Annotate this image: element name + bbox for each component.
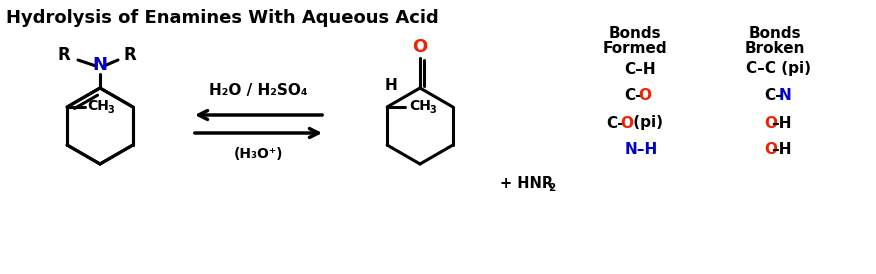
Text: (H₃O⁺): (H₃O⁺) xyxy=(234,147,283,161)
Text: (pi): (pi) xyxy=(628,116,663,130)
Text: N: N xyxy=(93,56,108,74)
Text: C–: C– xyxy=(625,89,643,104)
Text: O: O xyxy=(764,116,777,130)
Text: C–H: C–H xyxy=(625,61,656,76)
Text: C–: C– xyxy=(606,116,625,130)
Text: Bonds: Bonds xyxy=(609,26,661,41)
Text: 2: 2 xyxy=(548,183,555,193)
Text: O: O xyxy=(413,38,427,56)
Text: –H: –H xyxy=(772,116,792,130)
Text: R: R xyxy=(58,46,70,64)
Text: Hydrolysis of Enamines With Aqueous Acid: Hydrolysis of Enamines With Aqueous Acid xyxy=(6,9,439,27)
Text: N–H: N–H xyxy=(625,142,658,158)
Text: N: N xyxy=(779,89,791,104)
Text: + HNR: + HNR xyxy=(500,176,553,192)
Text: CH: CH xyxy=(87,99,109,113)
Text: O: O xyxy=(639,89,652,104)
Text: O: O xyxy=(764,142,777,158)
Text: Broken: Broken xyxy=(745,41,805,56)
Text: –H: –H xyxy=(772,142,792,158)
Text: 3: 3 xyxy=(107,105,114,115)
Text: Bonds: Bonds xyxy=(749,26,802,41)
Text: R: R xyxy=(124,46,137,64)
Text: C–C (pi): C–C (pi) xyxy=(746,61,811,76)
Text: H: H xyxy=(385,78,398,93)
Text: O: O xyxy=(621,116,633,130)
Text: 3: 3 xyxy=(429,105,436,115)
Text: C–: C– xyxy=(764,89,783,104)
Text: H₂O / H₂SO₄: H₂O / H₂SO₄ xyxy=(209,82,307,98)
Text: Formed: Formed xyxy=(603,41,668,56)
Text: CH: CH xyxy=(409,99,431,113)
